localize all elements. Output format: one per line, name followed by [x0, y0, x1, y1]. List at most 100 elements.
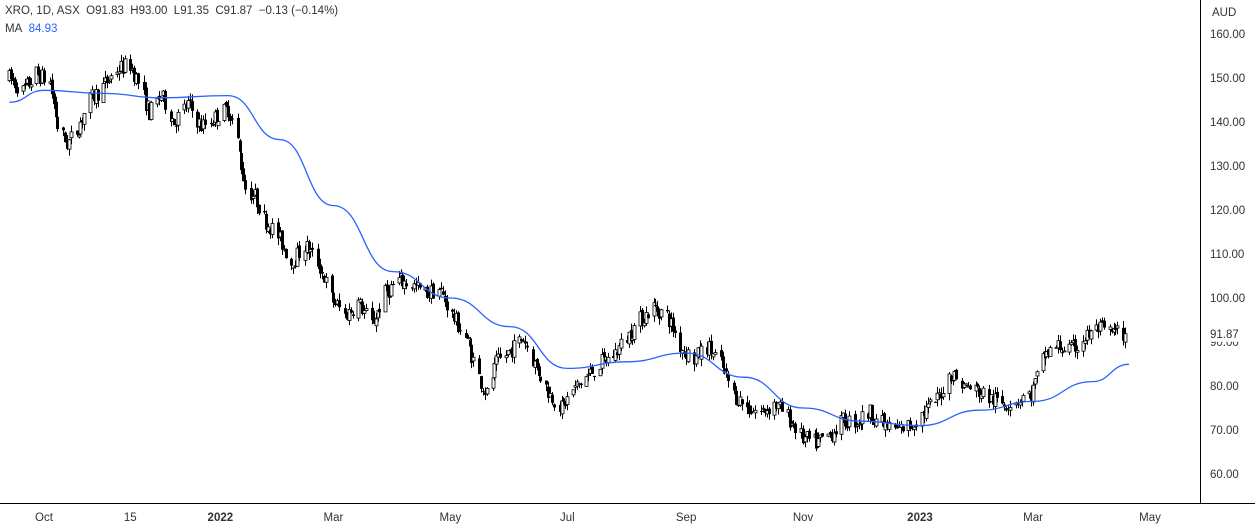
candle-body	[883, 413, 886, 428]
candle	[196, 109, 199, 134]
candle	[854, 410, 857, 434]
candle	[565, 391, 570, 411]
candle-body	[364, 308, 369, 311]
candle	[204, 113, 207, 129]
candle-body	[397, 277, 402, 284]
candle	[388, 285, 391, 305]
candle	[1005, 406, 1008, 412]
candle	[346, 311, 349, 321]
candle	[680, 349, 685, 360]
candle-body	[292, 267, 295, 269]
candle-body	[571, 389, 576, 396]
candle	[526, 341, 529, 352]
candle-body	[752, 411, 755, 413]
candle-body	[43, 70, 46, 83]
candle-body	[186, 100, 191, 109]
candle	[926, 397, 931, 414]
candle-body	[338, 300, 341, 308]
candle-body	[562, 398, 565, 402]
candle-body	[835, 431, 838, 435]
candle-body	[451, 309, 454, 312]
candle	[593, 375, 596, 381]
candle	[940, 387, 943, 406]
time-tick-label: Mar	[1023, 512, 1043, 524]
candle-body	[647, 314, 650, 319]
time-tick-label: May	[439, 512, 461, 524]
candle-body	[565, 396, 570, 405]
candle	[62, 126, 65, 137]
candle	[532, 346, 535, 367]
candle-body	[860, 411, 865, 425]
time-tick-label: May	[1139, 512, 1161, 524]
candle-body	[857, 423, 862, 426]
candle	[1030, 385, 1033, 407]
candle	[145, 82, 148, 116]
time-axis[interactable]: Oct 15 2022 Mar May Jul Sep Nov 2023 Mar May	[35, 512, 1161, 524]
candle-body	[426, 286, 429, 298]
candle	[659, 308, 664, 321]
candle-body	[204, 119, 207, 125]
candle-body	[133, 67, 136, 82]
candle-body	[270, 223, 275, 235]
candle	[269, 228, 272, 239]
candle	[835, 424, 838, 438]
candle	[453, 308, 456, 325]
candle	[1059, 335, 1062, 353]
candle-body	[175, 125, 178, 127]
price-axis[interactable]: 160.00 150.00 140.00 130.00 120.00 110.00 100.…	[1210, 29, 1245, 481]
candle	[996, 387, 999, 403]
candle	[612, 350, 615, 359]
candle-body	[466, 337, 471, 340]
candle	[356, 297, 361, 322]
candle	[258, 204, 261, 216]
candle	[547, 381, 550, 403]
candle	[710, 334, 713, 360]
candle-body	[56, 116, 59, 130]
candle-body	[211, 123, 216, 126]
candle	[263, 204, 266, 215]
candle-body	[143, 81, 146, 91]
candle	[976, 382, 979, 389]
candle	[950, 375, 953, 385]
candle	[129, 54, 132, 75]
candle	[1123, 327, 1128, 349]
candle	[37, 63, 40, 77]
candle-body	[149, 102, 154, 120]
candle-body	[129, 59, 132, 71]
candle	[722, 351, 725, 374]
candle-body	[504, 355, 509, 359]
candle-body	[240, 153, 243, 170]
candle-body	[256, 188, 259, 208]
candle-body	[290, 258, 293, 266]
candle-body	[735, 390, 738, 405]
candle-body	[29, 84, 34, 88]
candle	[244, 174, 247, 195]
candle	[350, 307, 353, 314]
candle	[584, 375, 589, 387]
candle	[1021, 393, 1026, 402]
candle	[598, 368, 603, 377]
candle	[251, 190, 256, 205]
candle-body	[1089, 330, 1094, 340]
candle-body	[492, 363, 497, 379]
candle	[654, 298, 657, 308]
candle	[93, 89, 96, 106]
candle	[347, 303, 352, 326]
candle	[887, 416, 892, 433]
candle	[886, 419, 889, 431]
candle-body	[388, 290, 391, 298]
last-price-tag: 91.87	[1202, 324, 1254, 342]
candle	[941, 386, 946, 400]
candle	[237, 113, 240, 139]
candle	[562, 397, 565, 405]
candle-body	[512, 340, 517, 358]
candle-body	[231, 118, 234, 120]
candle-body	[896, 425, 899, 429]
candle-body	[693, 352, 696, 365]
currency-label: AUD	[1212, 7, 1236, 19]
candle	[484, 387, 487, 401]
candle-body	[1030, 392, 1033, 401]
candle-body	[598, 368, 603, 377]
candle	[39, 69, 42, 87]
